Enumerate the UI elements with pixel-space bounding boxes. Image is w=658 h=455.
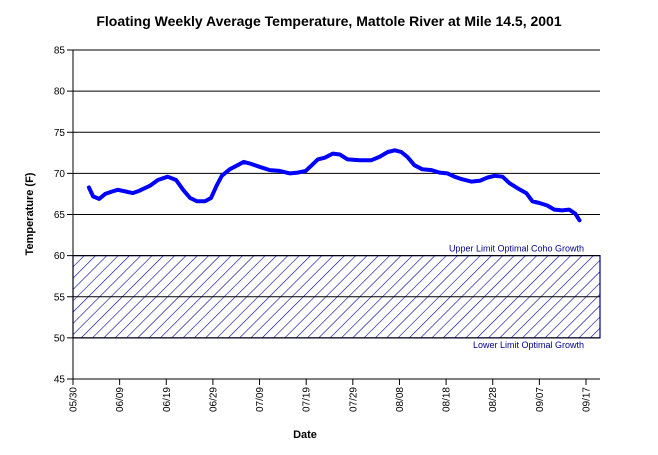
y-tick-label: 85 — [54, 46, 66, 57]
y-tick-label: 50 — [54, 333, 66, 344]
y-tick-label: 55 — [54, 292, 66, 303]
x-tick-label: 09/17 — [582, 387, 593, 412]
band-lower-label: Lower Limit Optimal Growth — [473, 340, 584, 350]
x-tick-label: 08/08 — [395, 387, 406, 412]
x-tick-label: 07/19 — [302, 387, 313, 412]
x-tick-label: 06/09 — [115, 387, 126, 412]
x-tick-label: 05/30 — [69, 387, 80, 412]
y-tick-label: 65 — [54, 210, 66, 221]
band-upper-label: Upper Limit Optimal Coho Growth — [449, 244, 584, 254]
y-tick-label: 45 — [54, 375, 66, 386]
y-tick-label: 70 — [54, 169, 66, 180]
x-tick-label: 08/18 — [442, 387, 453, 412]
y-tick-label: 80 — [54, 87, 66, 98]
chart-title: Floating Weekly Average Temperature, Mat… — [96, 13, 562, 29]
y-tick-label: 75 — [54, 128, 66, 139]
x-tick-label: 06/19 — [162, 387, 173, 412]
temperature-line — [86, 148, 582, 223]
y-axis-label: Temperature (F) — [24, 172, 36, 255]
x-tick-label: 06/29 — [208, 387, 219, 412]
x-tick-label: 07/09 — [255, 387, 266, 412]
x-axis-label: Date — [293, 429, 317, 441]
y-tick-label: 60 — [54, 251, 66, 262]
x-tick-label: 07/29 — [348, 387, 359, 412]
x-tick-label: 08/28 — [488, 387, 499, 412]
x-tick-label: 09/07 — [535, 387, 546, 412]
